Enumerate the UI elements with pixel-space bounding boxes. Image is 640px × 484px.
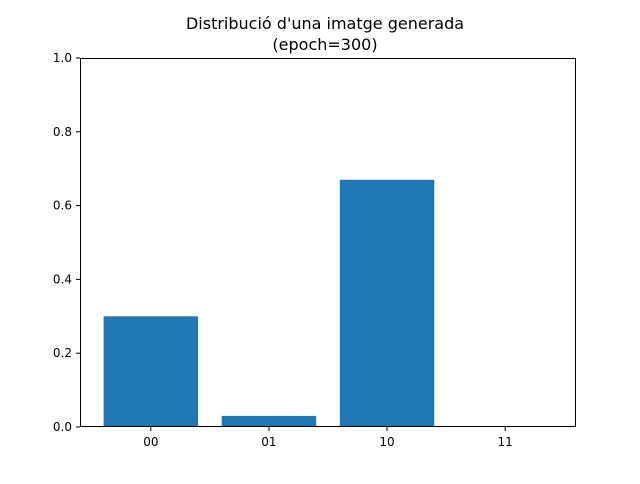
y-tick-label: 0.6 [53,199,72,213]
bars-layer [103,179,435,427]
y-tick-label: 1.0 [53,51,72,65]
y-tick-label: 0.0 [53,420,72,434]
y-tick-label: 0.8 [53,125,72,139]
x-tick-label: 01 [261,435,276,449]
y-tick-label: 0.4 [53,272,72,286]
y-axis-ticks: 0.0 0.2 0.4 0.6 0.8 1.0 [53,51,80,434]
x-tick-label: 10 [379,435,394,449]
bar-10 [339,179,435,427]
plot-area-frame [80,58,576,427]
bar-00 [103,316,199,427]
x-tick-label: 11 [498,435,513,449]
x-axis-ticks: 00 01 10 11 [143,427,513,449]
x-tick-label: 00 [143,435,158,449]
y-tick-label: 0.2 [53,346,72,360]
chart-subtitle: (epoch=300) [272,35,377,54]
chart-title: Distribució d'una imatge generada [186,14,464,33]
bar-01 [221,415,317,427]
